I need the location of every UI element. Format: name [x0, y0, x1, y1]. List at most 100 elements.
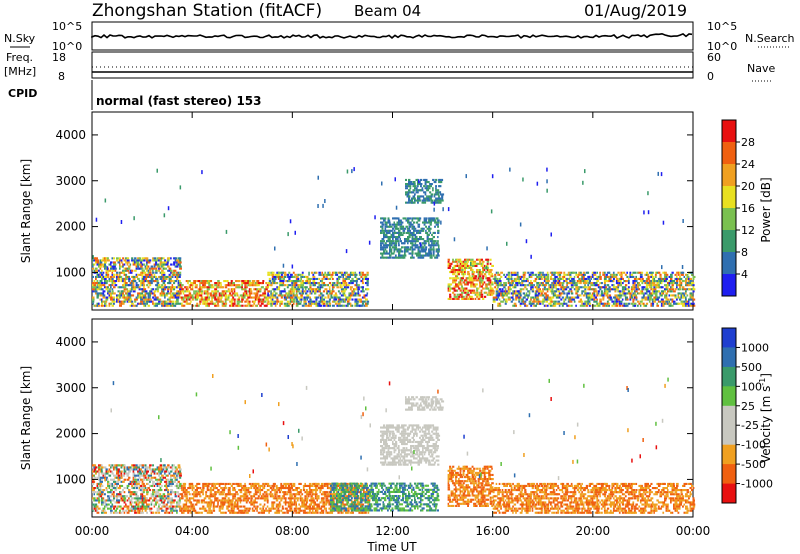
- range-cell: [682, 271, 685, 274]
- range-cell: [205, 302, 208, 305]
- range-cell: [624, 304, 627, 307]
- range-cell: [205, 298, 208, 301]
- range-cell: [656, 271, 659, 274]
- range-cell: [99, 259, 102, 262]
- range-cell: [129, 482, 132, 485]
- range-cell: [111, 482, 114, 485]
- range-cell: [149, 468, 152, 471]
- range-cell: [140, 505, 143, 508]
- range-cell: [110, 509, 113, 512]
- range-cell: [437, 240, 439, 243]
- range-cell: [606, 284, 610, 287]
- range-cell: [230, 294, 233, 297]
- range-cell: [596, 277, 599, 280]
- range-cell: [110, 478, 113, 481]
- range-cell: [138, 497, 141, 500]
- range-cell: [494, 296, 498, 299]
- range-cell: [137, 292, 140, 295]
- range-cell: [176, 259, 179, 262]
- range-cell: [665, 302, 669, 305]
- range-cell: [468, 289, 472, 292]
- range-cell: [96, 269, 99, 272]
- range-cell: [181, 487, 183, 490]
- range-cell: [411, 231, 415, 234]
- range-cell: [419, 236, 422, 239]
- range-cell: [525, 292, 528, 295]
- range-cell: [578, 271, 581, 274]
- range-cell: [279, 275, 283, 278]
- range-cell: [171, 474, 174, 477]
- range-cell: [123, 259, 127, 262]
- range-cell: [224, 292, 227, 295]
- range-cell: [365, 302, 368, 305]
- range-cell: [238, 304, 241, 307]
- range-cell: [98, 263, 100, 266]
- range-cell: [129, 466, 132, 469]
- range-cell: [316, 282, 319, 285]
- range-cell: [113, 491, 115, 494]
- range-cell: [629, 273, 631, 276]
- range-cell: [600, 282, 603, 285]
- range-cell: [620, 275, 623, 278]
- range-cell: [412, 189, 416, 192]
- range-cell: [360, 300, 363, 303]
- range-cell: [171, 505, 175, 508]
- range-cell: [393, 256, 396, 259]
- range-cell: [473, 275, 476, 278]
- range-cell: [416, 229, 419, 232]
- range-cell: [425, 229, 427, 232]
- range-cell: [283, 294, 287, 297]
- range-cell: [152, 491, 154, 494]
- range-cell: [141, 263, 145, 266]
- range-cell: [149, 300, 151, 303]
- range-cell: [92, 487, 95, 490]
- range-cell: [263, 294, 266, 297]
- range-cell: [135, 493, 138, 496]
- range-cell: [212, 302, 216, 305]
- range-cell: [171, 480, 175, 483]
- range-cell: [224, 290, 227, 293]
- range-cell: [218, 282, 222, 285]
- range-cell: [608, 271, 611, 274]
- range-cell: [170, 288, 173, 291]
- range-cell: [138, 267, 141, 270]
- range-cell: [425, 221, 428, 224]
- range-cell: [176, 484, 178, 487]
- range-cell: [276, 288, 278, 291]
- range-cell: [486, 269, 490, 272]
- range-cell: [380, 231, 383, 234]
- range-cell: [184, 491, 187, 494]
- range-cell: [134, 261, 136, 264]
- range-cell: [345, 284, 348, 287]
- range-cell: [131, 464, 134, 467]
- range-cell: [530, 304, 533, 307]
- range-cell: [211, 300, 214, 303]
- range-cell: [141, 505, 144, 508]
- range-cell: [360, 275, 363, 278]
- range-cell: [114, 464, 117, 467]
- range-cell: [477, 287, 480, 290]
- range-cell: [473, 279, 476, 282]
- range-cell: [162, 294, 166, 297]
- range-cell: [96, 491, 99, 494]
- range-cell: [286, 304, 290, 307]
- range-cell: [122, 269, 124, 272]
- range-cell: [138, 273, 142, 276]
- range-cell: [98, 468, 101, 471]
- range-cell: [119, 511, 121, 514]
- range-cell: [119, 296, 122, 299]
- freq-label: Freq.: [6, 51, 33, 64]
- range-cell: [223, 302, 226, 305]
- range-cell: [232, 282, 235, 285]
- range-cell: [321, 298, 325, 301]
- range-cell: [137, 294, 139, 297]
- range-cell: [144, 296, 147, 299]
- range-cell: [682, 292, 685, 295]
- range-cell: [141, 280, 144, 283]
- range-cell: [98, 497, 100, 500]
- range-cell: [536, 296, 539, 299]
- range-cell: [357, 304, 361, 307]
- range-cell: [602, 273, 605, 276]
- range-cell: [111, 269, 115, 272]
- range-cell: [590, 298, 593, 301]
